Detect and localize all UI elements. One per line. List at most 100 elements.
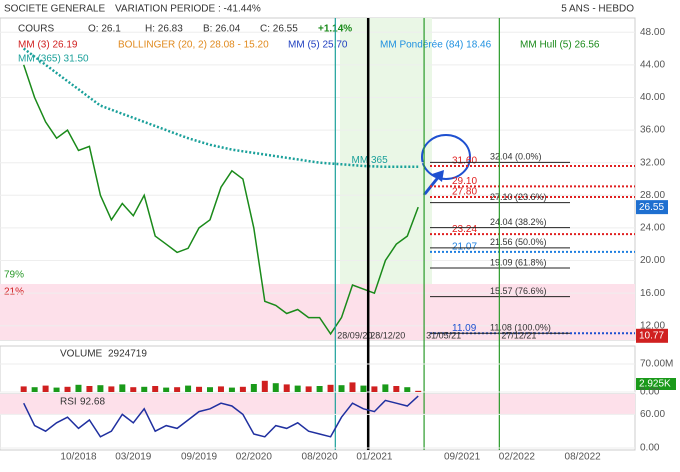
annotation-circle — [421, 134, 471, 180]
level-label: 21.07 — [452, 241, 477, 252]
series-label: MM 365 — [352, 155, 389, 166]
indicator-legend: MM (5) 25.70 — [288, 40, 348, 51]
volume-bar — [97, 385, 104, 392]
volume-bar — [228, 387, 235, 392]
volume-bar — [349, 382, 356, 392]
volume-bar — [86, 386, 93, 392]
fib-label: 19.09 (61.8%) — [490, 257, 547, 267]
variation: VARIATION PERIODE : -41.44% — [115, 4, 261, 15]
volume-bar — [316, 386, 323, 392]
x-tick-label: 08/2022 — [565, 452, 602, 463]
level-label: 23.24 — [452, 224, 477, 235]
stock-title: SOCIETE GENERALE — [4, 4, 105, 15]
arrow-head — [432, 170, 444, 182]
volume-panel — [0, 345, 636, 393]
x-tick-label: 09/2019 — [181, 452, 218, 463]
indicator-legend: MM (3) 26.19 — [18, 40, 78, 51]
y-tick-label: 40.00 — [640, 92, 665, 103]
rsi-overbought — [0, 394, 635, 414]
y-tick-label: 28.00 — [640, 190, 665, 201]
zone-pct: 79% — [4, 270, 24, 281]
volume-last: 2924719 — [108, 349, 147, 360]
volume-bar — [371, 386, 378, 392]
ohlc: O: 26.1 — [88, 24, 121, 35]
volume-bar — [130, 387, 137, 392]
ohlc: B: 26.04 — [203, 24, 241, 35]
volume-bar — [141, 386, 148, 392]
price-box-label: 10.77 — [639, 330, 664, 341]
ohlc: C: 26.55 — [260, 24, 298, 35]
volume-bar — [415, 390, 422, 392]
volume-bar — [31, 387, 38, 392]
volume-bar — [239, 386, 246, 392]
volume-bar — [404, 387, 411, 392]
volume-bar — [261, 380, 268, 392]
indicator-legend: MM Pondérée (84) 18.46 — [380, 40, 492, 51]
v-line-label: 27/12/21 — [501, 330, 536, 340]
x-tick-label: 02/2022 — [499, 452, 536, 463]
fib-label: 27.10 (23.6%) — [490, 192, 547, 202]
volume-bar — [217, 386, 224, 392]
fib-label: 11.08 (100.0%) — [490, 323, 551, 333]
y-tick-label: 20.00 — [640, 255, 665, 266]
y-tick-label: 0.00 — [640, 443, 660, 454]
zone-pct: 21% — [4, 287, 24, 298]
rsi-title: RSI — [60, 397, 77, 408]
volume-bar — [75, 384, 82, 392]
x-tick-label: 10/2018 — [60, 452, 97, 463]
level-label: 29.10 — [452, 176, 477, 187]
legend-cours: COURS — [18, 24, 54, 35]
ohlc: H: 26.83 — [145, 24, 183, 35]
series-line — [22, 47, 419, 169]
rsi-last: 92.68 — [80, 397, 105, 408]
y-tick-label: 44.00 — [640, 59, 665, 70]
volume-bar — [53, 387, 60, 392]
volume-bar — [250, 384, 257, 392]
v-line-label: 31/05/21 — [426, 330, 461, 340]
volume-bar — [272, 383, 279, 392]
volume-bar — [185, 385, 192, 392]
x-tick-label: 02/2020 — [236, 452, 273, 463]
x-tick-label: 09/2021 — [444, 452, 481, 463]
volume-bar — [174, 387, 181, 392]
volume-bar — [163, 387, 170, 392]
y-tick-label: 16.00 — [640, 288, 665, 299]
y-tick-label: 32.00 — [640, 157, 665, 168]
volume-bar — [294, 385, 301, 392]
volume-title: VOLUME — [60, 349, 103, 360]
volume-bar — [283, 384, 290, 392]
y-tick-label: 12.00 — [640, 320, 665, 331]
volume-bar — [207, 387, 213, 392]
y-tick-label: 24.00 — [640, 223, 665, 234]
x-tick-label: 03/2019 — [115, 452, 152, 463]
volume-box — [636, 378, 676, 390]
y-tick-label: 70.00M — [640, 359, 673, 370]
indicator-legend: BOLLINGER (20, 2) 28.08 - 15.20 — [118, 40, 269, 51]
y-tick-label: 48.00 — [640, 27, 665, 38]
volume-bar — [108, 386, 115, 392]
volume-bar — [64, 386, 71, 392]
indicator-legend: MM Hull (5) 26.56 — [520, 40, 600, 51]
x-tick-label: 01/2021 — [356, 452, 393, 463]
fib-label: 32.04 (0.0%) — [490, 152, 542, 162]
y-tick-label: 36.00 — [640, 125, 665, 136]
volume-bar — [327, 384, 334, 392]
price-box — [636, 200, 668, 215]
x-tick-label: 08/2020 — [302, 452, 339, 463]
volume-bar — [360, 385, 367, 392]
fib-label: 15.57 (76.6%) — [490, 286, 547, 296]
volume-bar — [152, 386, 159, 392]
level-label: 11.09 — [452, 323, 477, 334]
y-tick-label: 0.00 — [640, 387, 660, 398]
series-line — [23, 395, 419, 438]
y-tick-label: 60.00 — [640, 409, 665, 420]
volume-bar — [382, 384, 389, 392]
price-box — [636, 328, 668, 343]
level-label: 31.60 — [452, 156, 477, 167]
volume-bar — [305, 386, 312, 392]
volume-bar — [119, 384, 126, 392]
level-label: 27.80 — [452, 187, 477, 198]
volume-bar — [20, 386, 27, 392]
v-line-label: 28/12/20 — [370, 330, 405, 340]
